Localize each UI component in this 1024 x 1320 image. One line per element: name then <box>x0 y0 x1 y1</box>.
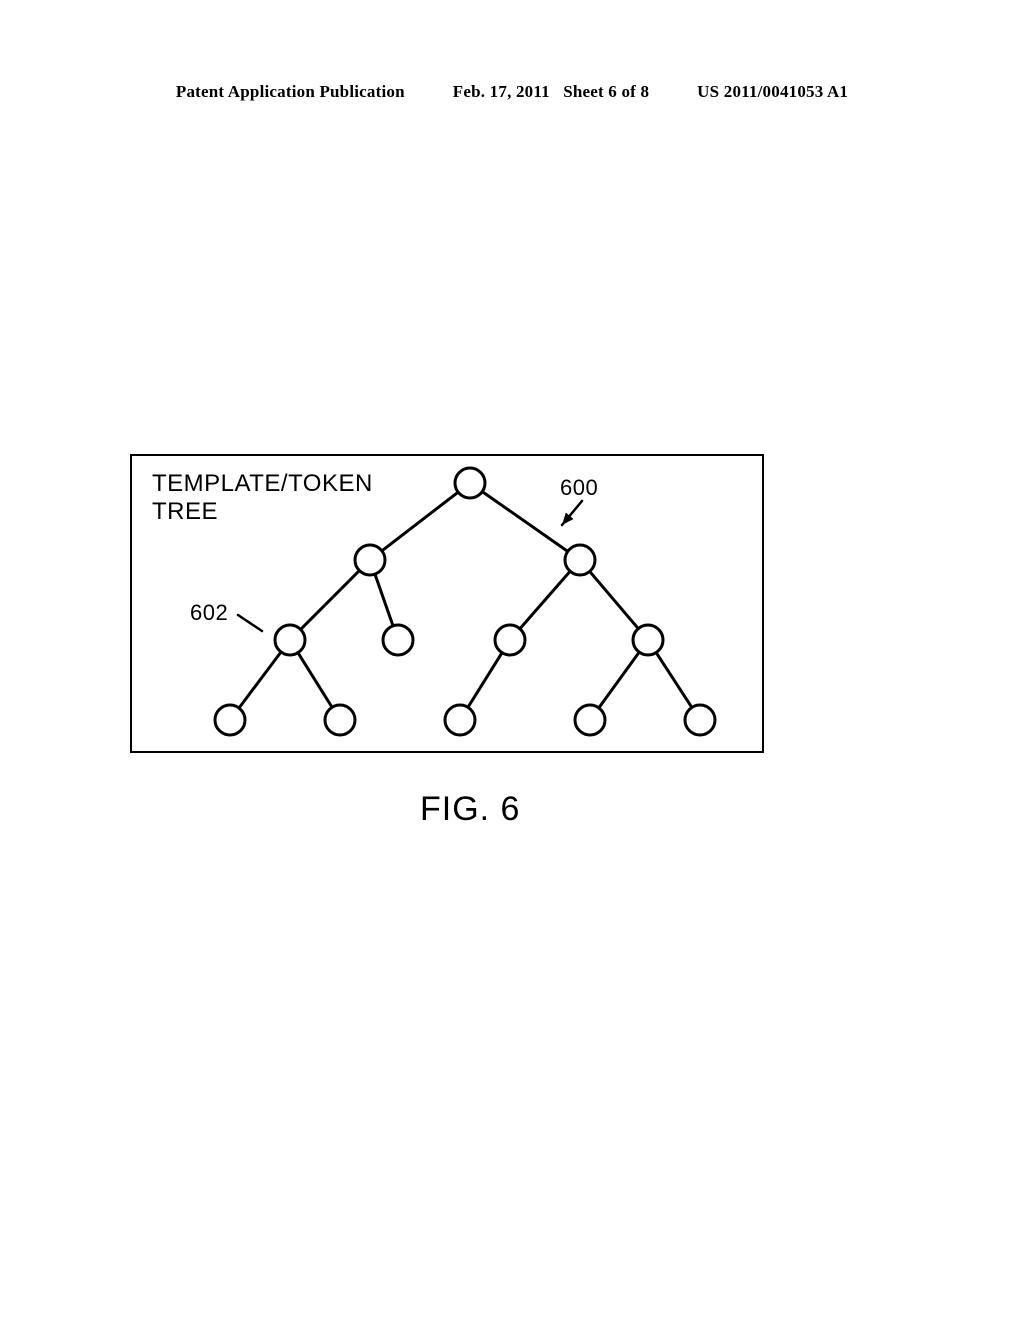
tree-edge <box>239 652 281 708</box>
tree-node <box>275 625 305 655</box>
leader-line <box>238 615 262 631</box>
tree-node <box>383 625 413 655</box>
tree-edge <box>375 574 393 626</box>
tree-node <box>325 705 355 735</box>
tree-edge <box>468 653 502 708</box>
tree-edge <box>520 571 570 628</box>
tree-diagram <box>0 0 1024 1320</box>
tree-node <box>215 705 245 735</box>
tree-node <box>355 545 385 575</box>
figure-caption: FIG. 6 <box>420 790 520 829</box>
page: Patent Application Publication Feb. 17, … <box>0 0 1024 1320</box>
tree-edge <box>382 492 458 551</box>
tree-node <box>685 705 715 735</box>
tree-edge <box>599 652 639 708</box>
tree-edge <box>301 571 360 630</box>
tree-edge <box>482 492 567 552</box>
tree-node <box>565 545 595 575</box>
tree-edge <box>298 653 332 708</box>
tree-node <box>575 705 605 735</box>
tree-edge <box>656 653 692 708</box>
tree-node <box>495 625 525 655</box>
tree-node <box>633 625 663 655</box>
tree-node <box>445 705 475 735</box>
tree-node <box>455 468 485 498</box>
tree-edge <box>590 571 639 628</box>
